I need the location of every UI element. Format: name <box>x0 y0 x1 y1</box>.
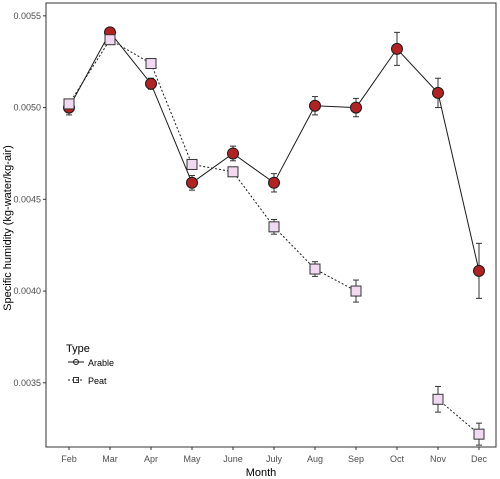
legend-key-marker <box>73 377 79 383</box>
data-point-arable <box>268 176 280 189</box>
data-point-peat <box>432 393 444 405</box>
x-tick-label: Aug <box>307 454 323 464</box>
series-arable <box>63 26 485 299</box>
x-tick-label: Sep <box>348 454 364 464</box>
series-line-arable <box>68 31 480 271</box>
legend-label-arable: Arable <box>88 358 114 368</box>
x-tick-label: Feb <box>61 454 77 464</box>
y-tick-label: 0.0040 <box>13 286 41 296</box>
y-tick-label: 0.0050 <box>13 103 41 113</box>
data-point-peat <box>227 166 239 178</box>
legend: Type Arable Peat <box>66 343 114 386</box>
x-tick-label: Dec <box>471 454 488 464</box>
data-point-peat <box>350 285 362 297</box>
series-line-peat <box>68 39 480 435</box>
data-point-peat <box>145 58 157 70</box>
x-tick-label: Apr <box>144 454 158 464</box>
data-point-arable <box>227 147 239 160</box>
legend-label-peat: Peat <box>88 376 107 386</box>
legend-key-peat <box>68 377 84 383</box>
x-tick-label: June <box>223 454 243 464</box>
y-tick-label: 0.0055 <box>13 11 41 21</box>
data-point-peat <box>309 263 321 275</box>
data-point-arable <box>432 86 444 99</box>
data-point-arable <box>186 176 198 189</box>
series-peat <box>63 34 485 446</box>
x-tick-label: Nov <box>430 454 447 464</box>
data-point-peat <box>268 221 280 233</box>
data-point-arable <box>350 101 362 114</box>
data-point-arable <box>391 42 403 55</box>
x-axis-title: Month <box>246 467 277 479</box>
legend-key-arable <box>68 359 84 365</box>
data-point-peat <box>473 428 485 440</box>
data-point-arable <box>473 264 485 277</box>
series-layer <box>63 26 485 446</box>
data-point-peat <box>104 34 116 46</box>
data-point-arable <box>145 77 157 90</box>
axes: 0.0035 0.0040 0.0045 0.0050 0.0055 Feb Mar Apr M… <box>13 2 497 464</box>
data-point-peat <box>63 98 75 110</box>
y-axis-title: Specific humidity (kg-water/kg-air) <box>2 145 14 311</box>
y-tick-label: 0.0045 <box>13 194 41 204</box>
legend-title: Type <box>66 343 90 355</box>
x-tick-label: Mar <box>102 454 118 464</box>
data-point-peat <box>186 158 198 170</box>
x-tick-label: May <box>183 454 201 464</box>
plot-panel-border <box>45 2 497 448</box>
x-tick-label: July <box>266 454 283 464</box>
x-tick-label: Oct <box>390 454 405 464</box>
data-point-arable <box>309 99 321 112</box>
legend-key-marker <box>73 359 79 365</box>
y-tick-label: 0.0035 <box>13 378 41 388</box>
